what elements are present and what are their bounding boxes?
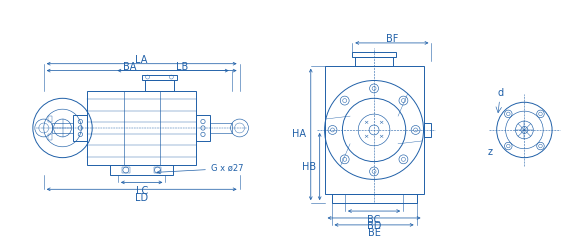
Text: LB: LB [176, 62, 188, 72]
Bar [48, 116, 52, 122]
Text: ×: × [364, 134, 369, 139]
Bar [352, 52, 396, 57]
Bar [144, 80, 174, 91]
Text: ×: × [378, 120, 383, 125]
Bar [48, 134, 52, 140]
Text: G x ø27: G x ø27 [157, 164, 244, 174]
Bar [154, 167, 161, 173]
Bar [142, 75, 177, 80]
Bar [122, 167, 130, 173]
Bar [423, 123, 432, 137]
Bar [87, 91, 196, 165]
Text: z: z [488, 147, 493, 157]
Text: LA: LA [136, 55, 148, 65]
Text: d: d [498, 88, 504, 98]
Text: ×: × [364, 120, 369, 125]
Text: BA: BA [123, 62, 136, 72]
Text: BF: BF [386, 34, 398, 44]
Bar [52, 123, 74, 133]
Bar [356, 57, 393, 66]
Text: LD: LD [135, 193, 148, 203]
Text: BE: BE [368, 228, 380, 238]
Bar [210, 123, 231, 133]
Bar [196, 115, 210, 141]
Text: BD: BD [367, 222, 381, 231]
Text: BC: BC [367, 214, 380, 225]
Bar [74, 115, 87, 141]
Bar [332, 194, 416, 203]
Bar [110, 165, 173, 175]
Text: ×: × [378, 134, 383, 139]
Text: LC: LC [136, 186, 148, 196]
Text: HB: HB [302, 162, 316, 172]
Text: HA: HA [292, 130, 306, 139]
Bar [325, 66, 423, 194]
